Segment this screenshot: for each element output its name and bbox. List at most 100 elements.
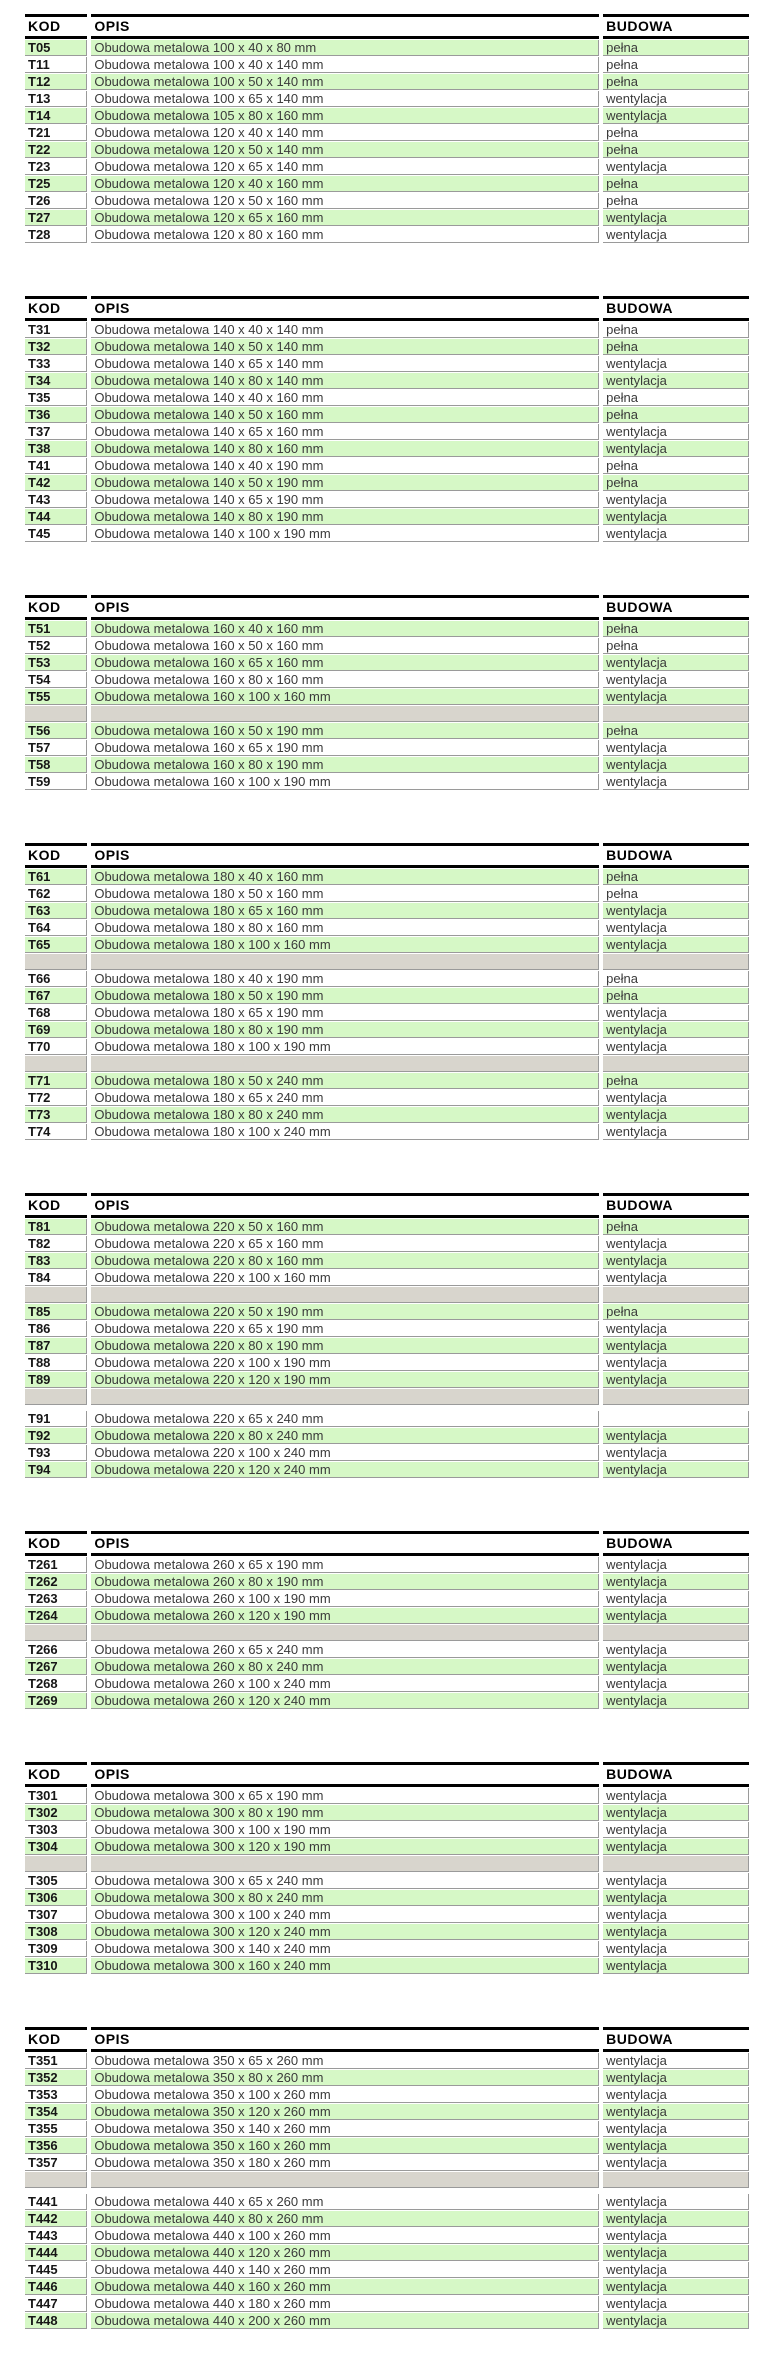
product-code-cell: T59 <box>25 774 88 790</box>
product-code-cell: T93 <box>25 1445 88 1461</box>
table-row: T52 Obudowa metalowa 160 x 50 x 160 mm p… <box>25 638 749 654</box>
table-row: T355 Obudowa metalowa 350 x 140 x 260 mm… <box>25 2121 749 2137</box>
product-description-cell: Obudowa metalowa 260 x 120 x 190 mm <box>91 1608 600 1624</box>
product-code-cell: T310 <box>25 1958 88 1974</box>
table-row: T263 Obudowa metalowa 260 x 100 x 190 mm… <box>25 1591 749 1607</box>
construction-type-cell: wentylacja <box>603 757 749 773</box>
product-description-cell: Obudowa metalowa 180 x 50 x 190 mm <box>91 988 600 1004</box>
table-header-row: KOD OPIS BUDOWA <box>25 2027 749 2052</box>
product-code-cell: T38 <box>25 441 88 457</box>
product-description-cell: Obudowa metalowa 120 x 80 x 160 mm <box>91 227 600 243</box>
product-code-cell: T67 <box>25 988 88 1004</box>
column-header-opis: OPIS <box>91 843 600 868</box>
product-code-cell: T23 <box>25 159 88 175</box>
product-description-cell: Obudowa metalowa 120 x 50 x 140 mm <box>91 142 600 158</box>
product-description-cell: Obudowa metalowa 180 x 50 x 160 mm <box>91 886 600 902</box>
product-description-cell: Obudowa metalowa 140 x 40 x 160 mm <box>91 390 600 406</box>
product-description-cell: Obudowa metalowa 160 x 80 x 160 mm <box>91 672 600 688</box>
table-row: T36 Obudowa metalowa 140 x 50 x 160 mm p… <box>25 407 749 423</box>
product-description-cell: Obudowa metalowa 260 x 120 x 240 mm <box>91 1693 600 1709</box>
table-row: T74 Obudowa metalowa 180 x 100 x 240 mm … <box>25 1124 749 1140</box>
table-row: T443 Obudowa metalowa 440 x 100 x 260 mm… <box>25 2228 749 2244</box>
construction-type-cell: wentylacja <box>603 227 749 243</box>
product-code-cell: T73 <box>25 1107 88 1123</box>
construction-type-cell: wentylacja <box>603 1591 749 1607</box>
table-row: T309 Obudowa metalowa 300 x 140 x 240 mm… <box>25 1941 749 1957</box>
product-description-cell: Obudowa metalowa 220 x 100 x 240 mm <box>91 1445 600 1461</box>
table-row: T45 Obudowa metalowa 140 x 100 x 190 mm … <box>25 526 749 542</box>
product-code-cell: T58 <box>25 757 88 773</box>
product-description-cell: Obudowa metalowa 180 x 40 x 160 mm <box>91 869 600 885</box>
product-code-cell: T14 <box>25 108 88 124</box>
product-code-cell: T356 <box>25 2138 88 2154</box>
product-code-cell: T448 <box>25 2313 88 2329</box>
product-description-cell: Obudowa metalowa 180 x 80 x 160 mm <box>91 920 600 936</box>
construction-type-cell: pełna <box>603 1073 749 1089</box>
empty-cell <box>603 1389 749 1405</box>
column-header-budowa: BUDOWA <box>603 2027 749 2052</box>
empty-cell <box>91 1056 600 1072</box>
product-code-cell: T22 <box>25 142 88 158</box>
product-description-cell: Obudowa metalowa 140 x 40 x 190 mm <box>91 458 600 474</box>
product-description-cell: Obudowa metalowa 220 x 65 x 240 mm <box>91 1411 600 1427</box>
table-row: T11 Obudowa metalowa 100 x 40 x 140 mm p… <box>25 57 749 73</box>
product-code-cell: T92 <box>25 1428 88 1444</box>
product-code-cell: T61 <box>25 869 88 885</box>
construction-type-cell: wentylacja <box>603 91 749 107</box>
product-description-cell: Obudowa metalowa 300 x 100 x 240 mm <box>91 1907 600 1923</box>
product-code-cell: T354 <box>25 2104 88 2120</box>
product-description-cell: Obudowa metalowa 100 x 65 x 140 mm <box>91 91 600 107</box>
column-header-kod: KOD <box>25 1531 88 1556</box>
product-description-cell: Obudowa metalowa 180 x 80 x 190 mm <box>91 1022 600 1038</box>
table-header-row: KOD OPIS BUDOWA <box>25 1762 749 1787</box>
catalog-table: KOD OPIS BUDOWA T51 Obudowa metalowa 160… <box>21 594 753 791</box>
construction-type-cell: wentylacja <box>603 1557 749 1573</box>
construction-type-cell: pełna <box>603 1304 749 1320</box>
product-description-cell: Obudowa metalowa 300 x 65 x 190 mm <box>91 1788 600 1804</box>
construction-type-cell: wentylacja <box>603 1924 749 1940</box>
table-row: T35 Obudowa metalowa 140 x 40 x 160 mm p… <box>25 390 749 406</box>
product-code-cell: T65 <box>25 937 88 953</box>
construction-type-cell: wentylacja <box>603 1608 749 1624</box>
empty-cell <box>91 1406 599 1410</box>
construction-type-cell: pełna <box>603 193 749 209</box>
table-row: T26 Obudowa metalowa 120 x 50 x 160 mm p… <box>25 193 749 209</box>
construction-type-cell: wentylacja <box>603 1642 749 1658</box>
product-code-cell: T69 <box>25 1022 88 1038</box>
table-row: T304 Obudowa metalowa 300 x 120 x 190 mm… <box>25 1839 749 1855</box>
product-description-cell: Obudowa metalowa 140 x 80 x 160 mm <box>91 441 600 457</box>
product-description-cell: Obudowa metalowa 140 x 50 x 140 mm <box>91 339 600 355</box>
product-description-cell: Obudowa metalowa 180 x 80 x 240 mm <box>91 1107 600 1123</box>
column-header-budowa: BUDOWA <box>603 1762 749 1787</box>
construction-type-cell: wentylacja <box>603 356 749 372</box>
product-description-cell: Obudowa metalowa 260 x 100 x 190 mm <box>91 1591 600 1607</box>
column-header-kod: KOD <box>25 843 88 868</box>
construction-type-cell: pełna <box>603 723 749 739</box>
table-row: T25 Obudowa metalowa 120 x 40 x 160 mm p… <box>25 176 749 192</box>
column-header-kod: KOD <box>25 296 88 321</box>
table-row: T21 Obudowa metalowa 120 x 40 x 140 mm p… <box>25 125 749 141</box>
product-code-cell: T74 <box>25 1124 88 1140</box>
product-description-cell: Obudowa metalowa 300 x 140 x 240 mm <box>91 1941 600 1957</box>
construction-type-cell: wentylacja <box>603 2087 749 2103</box>
construction-type-cell: wentylacja <box>603 655 749 671</box>
table-row: T58 Obudowa metalowa 160 x 80 x 190 mm w… <box>25 757 749 773</box>
table-row: T22 Obudowa metalowa 120 x 50 x 140 mm p… <box>25 142 749 158</box>
product-code-cell: T28 <box>25 227 88 243</box>
product-description-cell: Obudowa metalowa 260 x 80 x 190 mm <box>91 1574 600 1590</box>
product-code-cell: T84 <box>25 1270 88 1286</box>
product-description-cell: Obudowa metalowa 440 x 120 x 260 mm <box>91 2245 600 2261</box>
construction-type-cell: wentylacja <box>603 1005 749 1021</box>
product-code-cell: T82 <box>25 1236 88 1252</box>
product-description-cell: Obudowa metalowa 105 x 80 x 160 mm <box>91 108 600 124</box>
column-header-opis: OPIS <box>91 1193 600 1218</box>
product-description-cell: Obudowa metalowa 220 x 80 x 240 mm <box>91 1428 600 1444</box>
table-row: T85 Obudowa metalowa 220 x 50 x 190 mm p… <box>25 1304 749 1320</box>
separator-row <box>25 954 749 970</box>
product-code-cell: T33 <box>25 356 88 372</box>
construction-type-cell: wentylacja <box>603 774 749 790</box>
product-description-cell: Obudowa metalowa 350 x 65 x 260 mm <box>91 2053 600 2069</box>
table-row: T88 Obudowa metalowa 220 x 100 x 190 mm … <box>25 1355 749 1371</box>
product-description-cell: Obudowa metalowa 140 x 100 x 190 mm <box>91 526 600 542</box>
